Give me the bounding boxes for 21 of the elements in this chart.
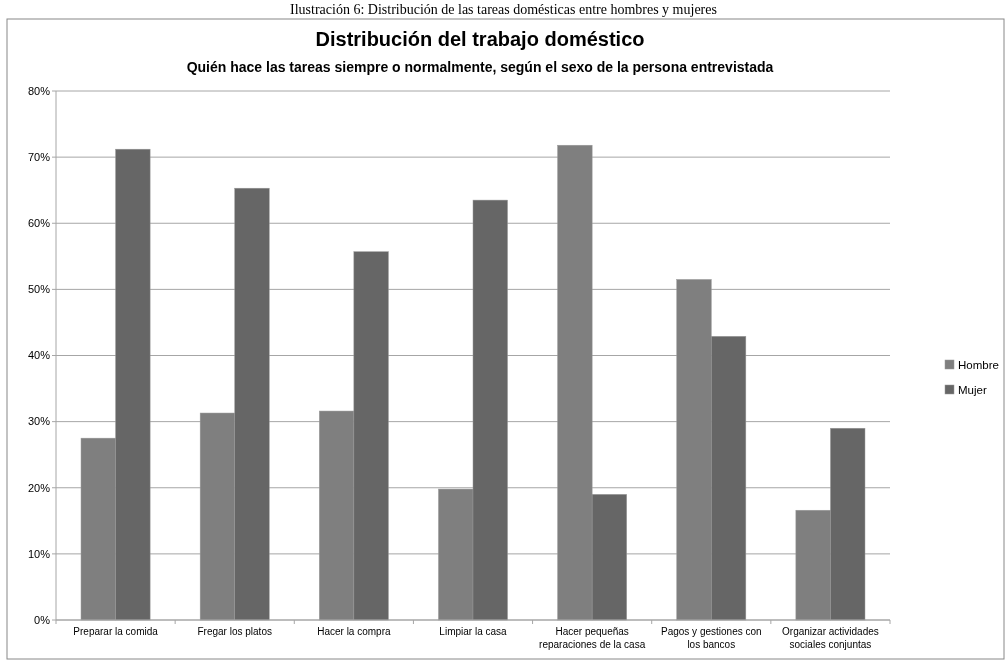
chart-subtitle: Quién hace las tareas siempre o normalmente, según el sexo de la persona entrevistada xyxy=(186,59,774,75)
x-tick-label: Preparar la comida xyxy=(73,626,159,637)
y-tick-label: 30% xyxy=(27,415,51,428)
y-tick-label: 50% xyxy=(27,283,51,296)
legend-label: Hombre xyxy=(958,359,999,372)
x-tick-label: Limpiar la casa xyxy=(439,626,508,637)
y-tick-label: 80% xyxy=(27,84,51,97)
text: Ilustración 6: Distribución de las tareas domésticas entre hombres y mujeres xyxy=(290,2,717,17)
legend-label: Mujer xyxy=(958,384,987,397)
y-tick-label: 40% xyxy=(27,349,51,362)
x-tick-label: Hacer la compra xyxy=(317,626,391,637)
x-tick-label: Hacer pequeñas reparaciones de la casa xyxy=(539,626,646,650)
y-tick-label: 70% xyxy=(27,150,51,163)
chart-title: Distribución del trabajo doméstico xyxy=(315,28,645,50)
x-tick-label: Fregar los platos xyxy=(197,626,272,637)
y-tick-label: 0% xyxy=(34,613,51,626)
y-tick-label: 60% xyxy=(27,217,51,230)
x-tick-label: Organizar actividades sociales conjuntas xyxy=(782,626,879,650)
y-tick-label: 10% xyxy=(27,547,51,560)
y-tick-label: 20% xyxy=(27,481,51,494)
x-tick-label: Pagos y gestiones con los bancos xyxy=(660,626,762,650)
